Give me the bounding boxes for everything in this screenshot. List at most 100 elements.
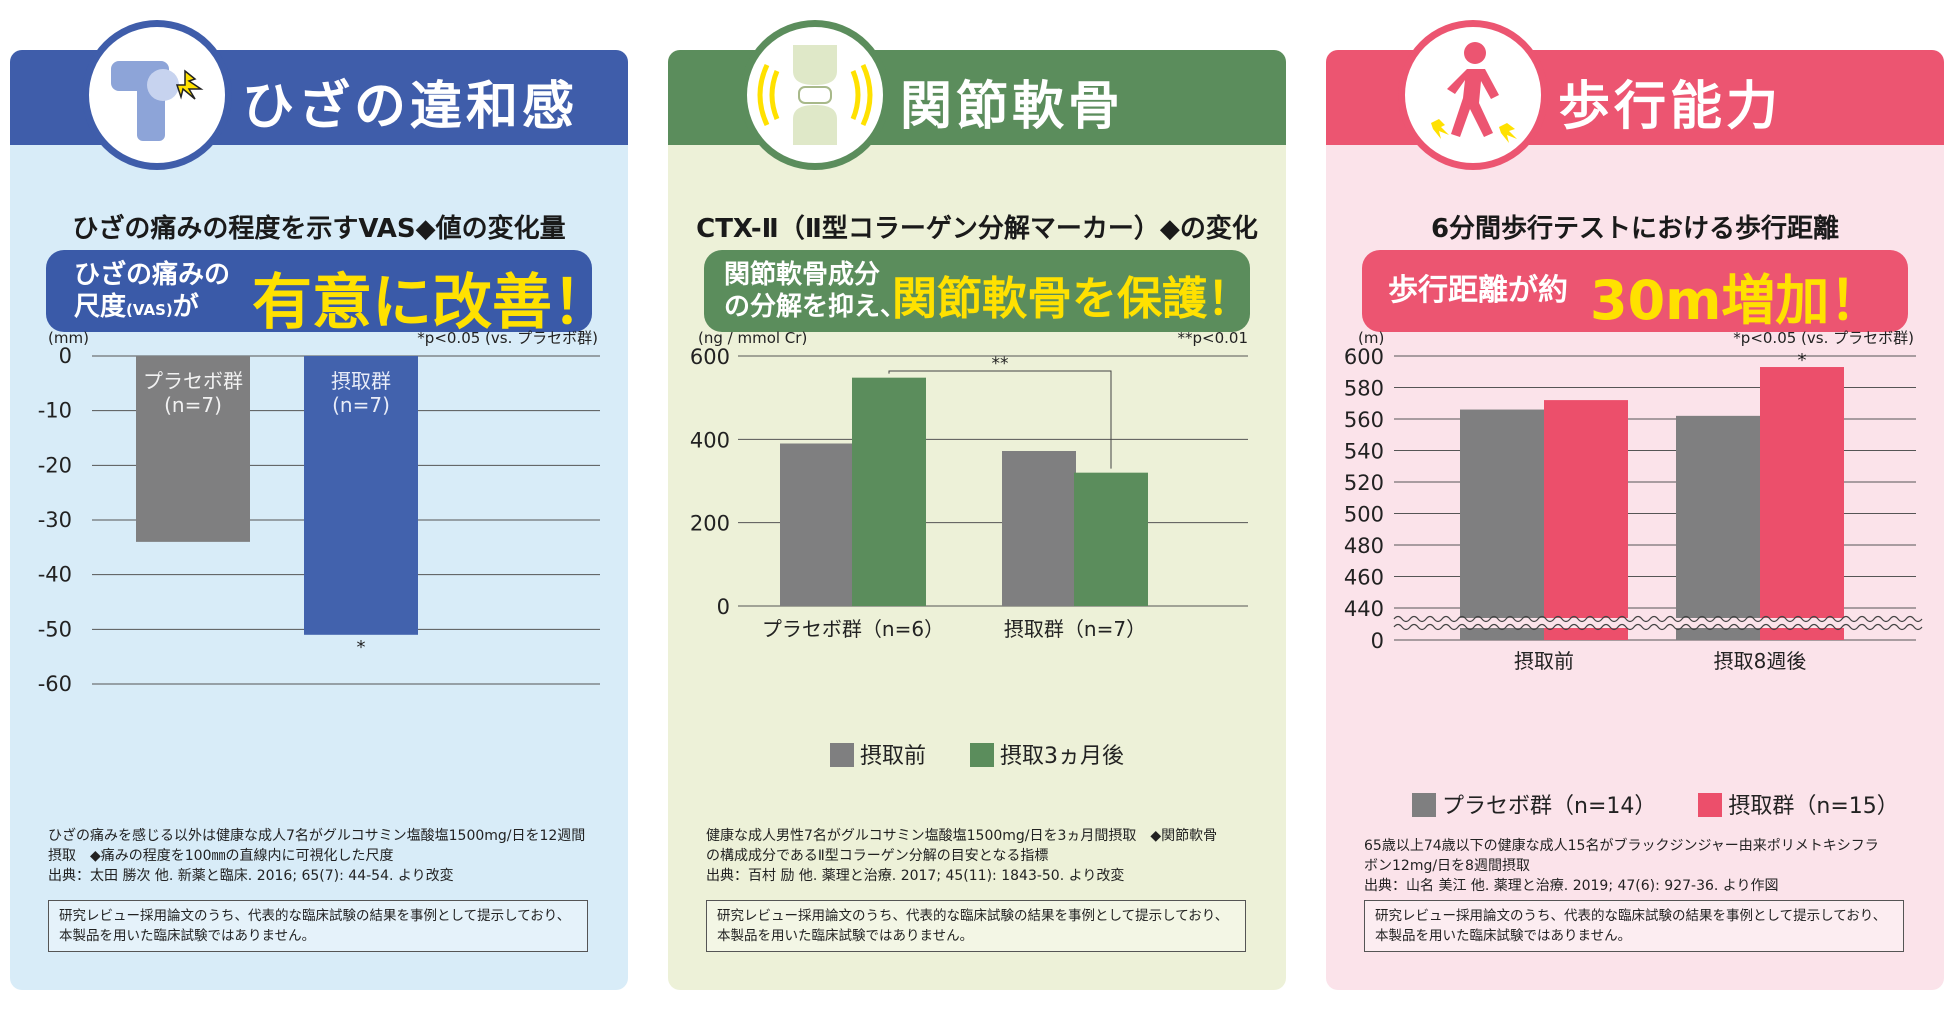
x-tick-label: プラセボ群（n=6） xyxy=(762,617,944,641)
banner-walking-big: 30m増加！ xyxy=(1590,269,1884,332)
y-tick-label: 480 xyxy=(1344,534,1384,558)
note-line: 出典：山名 美江 他. 薬理と治療. 2019; 47(6): 927-36. … xyxy=(1364,878,1779,894)
legend-swatch-placebo xyxy=(1412,793,1436,817)
banner-walking-line1: 歩行距離が約 xyxy=(1388,273,1568,308)
panel-knee-banner: ひざの痛みの 尺度(VAS)が 有意に改善！ xyxy=(46,250,612,338)
y-tick-label: 0 xyxy=(59,344,72,368)
panel-knee-subtitle: ひざの痛みの程度を示すVAS◆値の変化量 xyxy=(72,214,566,244)
banner-knee-line1: ひざの痛みの xyxy=(74,260,231,290)
y-tick-label: 500 xyxy=(1344,503,1384,527)
panel-knee-disclaimer: 研究レビュー採用論文のうち、代表的な臨床試験の結果を事例として提示しており、 本… xyxy=(48,900,588,952)
banner-cartilage-line2: の分解を抑え、 xyxy=(724,292,907,322)
bar-n-label: (n=7) xyxy=(332,393,390,417)
y-tick-label: -20 xyxy=(38,453,72,477)
y-tick-label: 520 xyxy=(1344,471,1384,495)
ctx-ii-chart: (ng / mmol Cr) **p<0.01 600 400 200 0 ** プラセボ群（… xyxy=(690,329,1249,641)
banner-knee-line2: 尺度(VAS)が xyxy=(74,292,199,325)
note-line: 65歳以上74歳以下の健康な成人15名がブラックジンジャー由来ポリメトキシフラ xyxy=(1364,838,1879,854)
bar-label: プラセボ群 xyxy=(143,369,243,393)
axis-break-band xyxy=(1394,618,1916,628)
panel-walking-disclaimer: 研究レビュー採用論文のうち、代表的な臨床試験の結果を事例として提示しており、 本… xyxy=(1364,900,1904,952)
legend-swatch-after xyxy=(970,743,995,767)
y-tick-label: -30 xyxy=(38,508,72,532)
y-tick-label: 560 xyxy=(1344,408,1384,432)
banner-cartilage-line1: 関節軟骨成分 xyxy=(724,260,881,290)
note-line: の構成成分であるⅡ型コラーゲン分解の目安となる指標 xyxy=(706,848,1049,864)
bar xyxy=(1544,400,1628,640)
bar xyxy=(1460,409,1544,640)
y-tick-label: 200 xyxy=(690,512,730,536)
legend-swatch-before xyxy=(830,743,854,767)
panel-walking-title: 歩行能力 xyxy=(1558,77,1783,137)
walking-person-icon xyxy=(1398,20,1548,170)
panel-knee: ひざの違和感 ひざの痛みの程度を示すVAS◆値の変化量 ひざの痛みの 尺度(VA… xyxy=(10,50,628,990)
significance-marker: * xyxy=(1798,350,1807,371)
y-axis-label: (m) xyxy=(1358,329,1384,347)
bar xyxy=(136,356,250,542)
banner-knee-vas: (VAS) xyxy=(126,301,173,319)
banner-knee-line2-text: 尺度 xyxy=(74,292,127,322)
knee-vas-chart: (mm) *p<0.05 (vs. プラセボ群) 0 -10 -20 -30 -40 -50 -… xyxy=(38,329,600,696)
y-tick-label: 600 xyxy=(1344,345,1384,369)
panel-walking-notes: 65歳以上74歳以下の健康な成人15名がブラックジンジャー由来ポリメトキシフラ … xyxy=(1364,836,1924,896)
y-tick-label: 400 xyxy=(690,428,730,452)
bar xyxy=(780,443,854,606)
disclaimer-line: 本製品を用いた臨床試験ではありません。 xyxy=(1375,928,1632,944)
note-line: 出典：百村 励 他. 薬理と治療. 2017; 45(11): 1843-50.… xyxy=(706,868,1125,884)
bar-label: 摂取群 xyxy=(331,369,391,393)
panel-walking-banner: 歩行距離が約 30m増加！ xyxy=(1362,250,1908,332)
disclaimer-line: 研究レビュー採用論文のうち、代表的な臨床試験の結果を事例として提示しており、 xyxy=(59,908,571,924)
disclaimer-line: 研究レビュー採用論文のうち、代表的な臨床試験の結果を事例として提示しており、 xyxy=(717,908,1229,924)
note-line: ひざの痛みを感じる以外は健康な成人7名がグルコサミン塩酸塩1500mg/日を12… xyxy=(48,828,586,844)
x-tick-label: 摂取群（n=7） xyxy=(1004,617,1146,641)
bar xyxy=(852,377,926,606)
banner-knee-ga: が xyxy=(172,292,199,322)
bar-n-label: (n=7) xyxy=(164,393,222,417)
legend-label-after: 摂取3ヵ月後 xyxy=(1000,744,1125,769)
banner-cartilage-big: 関節軟骨を保護！ xyxy=(892,272,1253,325)
panel-knee-notes: ひざの痛みを感じる以外は健康な成人7名がグルコサミン塩酸塩1500mg/日を12… xyxy=(48,826,608,886)
walking-distance-chart: (m) *p<0.05 (vs. プラセボ群) 600 580 560 540 520 500… xyxy=(1344,329,1923,673)
significance-note: **p<0.01 xyxy=(1178,329,1249,347)
panel-cartilage-banner: 関節軟骨成分 の分解を抑え、 関節軟骨を保護！ xyxy=(704,250,1253,332)
disclaimer-line: 本製品を用いた臨床試験ではありません。 xyxy=(59,928,316,944)
panel-knee-title: ひざの違和感 xyxy=(242,77,579,137)
y-tick-label: -40 xyxy=(38,563,72,587)
axis-break-line xyxy=(1393,623,1923,631)
panel-cartilage-title: 関節軟骨 xyxy=(900,77,1125,137)
y-tick-label: 600 xyxy=(690,345,730,369)
legend-label-intake: 摂取群（n=15） xyxy=(1728,794,1899,819)
legend-label-placebo: プラセボ群（n=14） xyxy=(1442,794,1657,819)
significance-marker: ** xyxy=(992,354,1009,374)
y-axis-label: (ng / mmol Cr) xyxy=(698,329,807,347)
y-tick-label: 0 xyxy=(717,595,730,619)
significance-bracket xyxy=(888,370,1112,469)
y-tick-label: 460 xyxy=(1344,566,1384,590)
note-line: ボン12mg/日を8週間摂取 xyxy=(1364,858,1530,874)
panel-walking: 歩行能力 6分間歩行テストにおける歩行距離 歩行距離が約 30m増加！ (m) *… xyxy=(1326,50,1944,990)
cartilage-legend: 摂取前 摂取3ヵ月後 xyxy=(830,738,1124,770)
legend-swatch-intake xyxy=(1698,793,1723,817)
bar xyxy=(304,356,418,635)
panel-cartilage: 関節軟骨 CTX-Ⅱ（Ⅱ型コラーゲン分解マーカー）◆の変化 関節軟骨成分 の分解… xyxy=(668,50,1286,990)
x-tick-label: 摂取8週後 xyxy=(1714,649,1807,673)
note-line: 健康な成人男性7名がグルコサミン塩酸塩1500mg/日を3ヵ月間摂取 ◆関節軟骨 xyxy=(706,828,1218,844)
significance-note: *p<0.05 (vs. プラセボ群) xyxy=(1733,329,1914,347)
joint-cartilage-icon xyxy=(740,20,890,170)
y-tick-label: -10 xyxy=(38,399,72,423)
knee-pain-icon xyxy=(82,20,232,170)
walking-legend: プラセボ群（n=14） 摂取群（n=15） xyxy=(1412,788,1899,820)
panel-walking-subtitle: 6分間歩行テストにおける歩行距離 xyxy=(1430,214,1840,244)
y-tick-label: -60 xyxy=(38,672,72,696)
bar xyxy=(1760,367,1844,640)
bar xyxy=(1676,415,1760,640)
y-tick-label: 540 xyxy=(1344,440,1384,464)
panel-cartilage-bg xyxy=(668,50,1286,990)
bar xyxy=(1002,451,1076,606)
y-tick-label: 0 xyxy=(1371,629,1384,653)
significance-marker: * xyxy=(357,637,366,658)
note-line: 出典：太田 勝次 他. 新薬と臨床. 2016; 65(7): 44-54. よ… xyxy=(48,868,454,884)
axis-break-line xyxy=(1393,615,1923,623)
y-axis-label: (mm) xyxy=(48,329,89,347)
legend-label-before: 摂取前 xyxy=(860,744,927,769)
